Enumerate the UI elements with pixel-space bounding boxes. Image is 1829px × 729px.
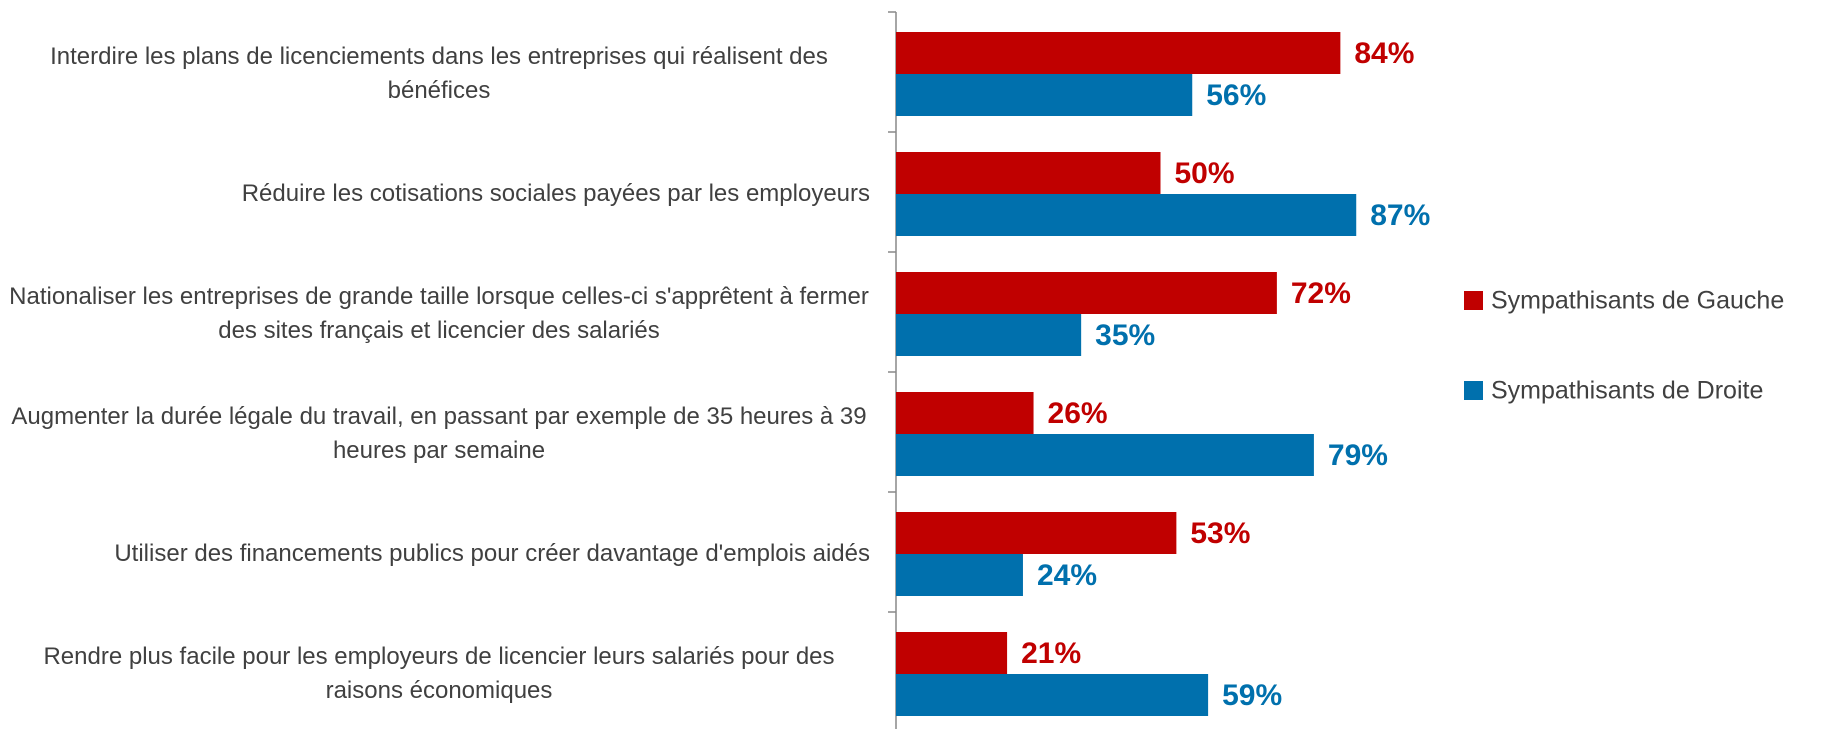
legend-label: Sympathisants de Gauche	[1491, 287, 1784, 315]
bar	[896, 554, 1023, 596]
value-label: 53%	[1190, 517, 1250, 550]
value-label: 72%	[1291, 277, 1351, 310]
value-label: 24%	[1037, 559, 1097, 592]
category-label: Nationaliser les entreprises de grande t…	[8, 272, 870, 356]
category-label: Rendre plus facile pour les employeurs d…	[8, 632, 870, 716]
category-label: Réduire les cotisations sociales payées …	[8, 152, 870, 236]
value-label: 87%	[1370, 199, 1430, 232]
category-label: Utiliser des financements publics pour c…	[8, 512, 870, 596]
category-text: Utiliser des financements publics pour c…	[114, 540, 870, 567]
category-text: Rendre plus facile pour les employeurs d…	[43, 643, 835, 704]
bar	[896, 314, 1082, 356]
category-text: Réduire les cotisations sociales payées …	[241, 180, 870, 207]
bar	[896, 392, 1034, 434]
category-text: Interdire les plans de licenciements dan…	[50, 43, 828, 104]
bar	[896, 74, 1193, 116]
value-label: 56%	[1206, 79, 1266, 112]
value-label: 79%	[1328, 439, 1388, 472]
bar	[896, 434, 1314, 476]
value-label: 35%	[1095, 319, 1155, 352]
bar	[896, 194, 1357, 236]
bar	[896, 512, 1177, 554]
legend-label: Sympathisants de Droite	[1491, 377, 1763, 405]
bar	[896, 272, 1277, 314]
value-label: 21%	[1021, 637, 1081, 670]
value-label: 84%	[1354, 37, 1414, 70]
value-label: 26%	[1048, 397, 1108, 430]
bar	[896, 152, 1161, 194]
value-label: 59%	[1222, 679, 1282, 712]
value-label: 50%	[1175, 157, 1235, 190]
bar	[896, 674, 1209, 716]
legend-swatch	[1464, 381, 1483, 400]
bar	[896, 32, 1341, 74]
bar	[896, 632, 1008, 674]
legend-swatch	[1464, 291, 1483, 310]
category-text: Augmenter la durée légale du travail, en…	[11, 403, 867, 464]
category-label: Augmenter la durée légale du travail, en…	[8, 392, 870, 476]
category-label: Interdire les plans de licenciements dan…	[8, 32, 870, 116]
category-text: Nationaliser les entreprises de grande t…	[9, 283, 869, 344]
